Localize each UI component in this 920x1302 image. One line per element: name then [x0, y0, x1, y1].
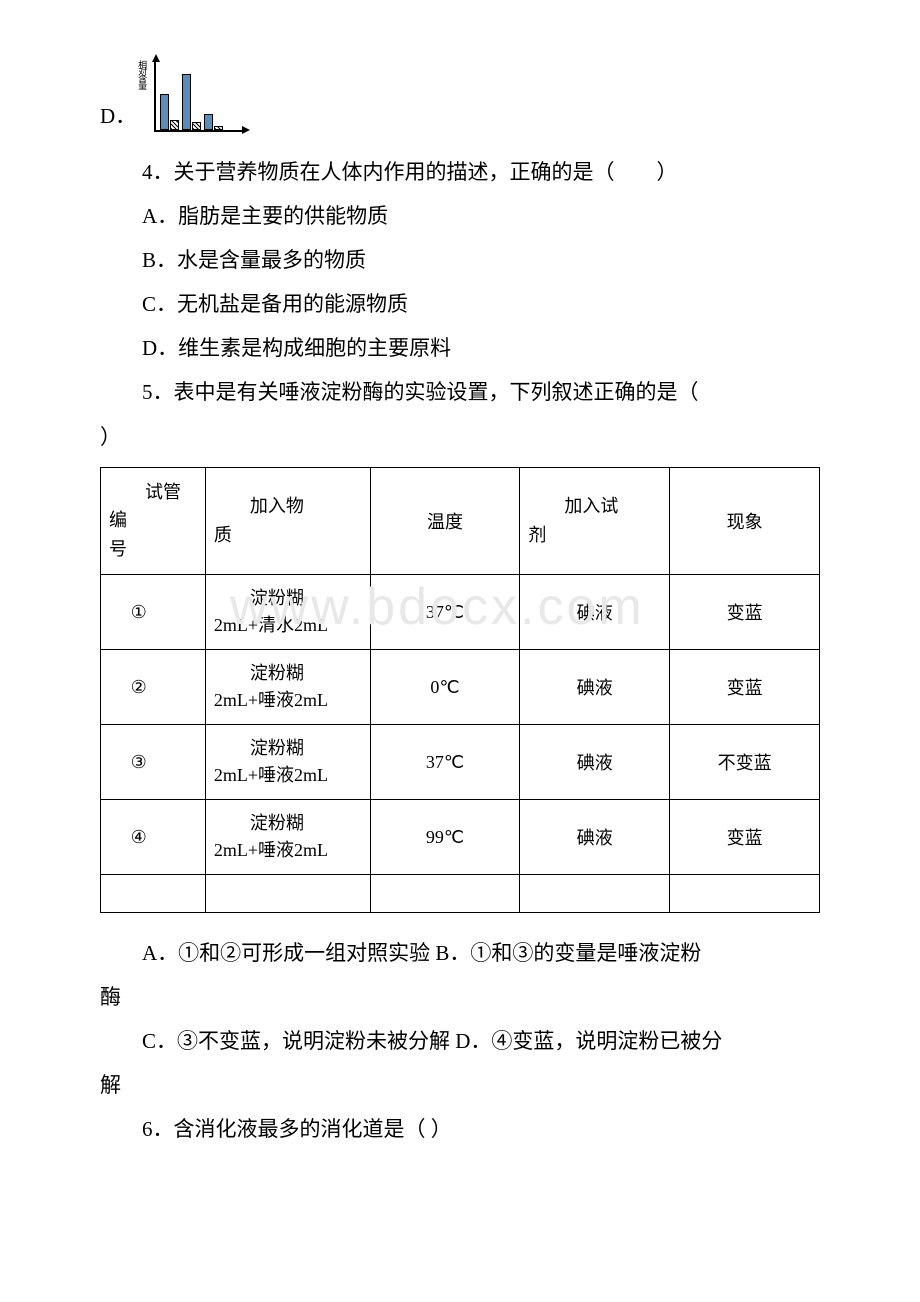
q5-opt-cd: C．③不变蓝，说明淀粉未被分解 D．④变蓝，说明淀粉已被分: [100, 1019, 820, 1063]
q5-opt-ab: A．①和②可形成一组对照实验 B．①和③的变量是唾液淀粉: [100, 931, 820, 975]
cell-mat-3: 淀粉糊2mL+唾液2mL: [205, 725, 370, 800]
bar-fill-1: [160, 94, 169, 130]
cell-num-4: ④: [101, 800, 206, 875]
table-empty-row: [101, 875, 820, 913]
cell-mat-2: 淀粉糊2mL+唾液2mL: [205, 650, 370, 725]
hdr-num: 试管编号: [101, 467, 206, 574]
cell-phen-4: 变蓝: [670, 800, 820, 875]
cell-temp-2: 0℃: [370, 650, 520, 725]
cell-mat-4: 淀粉糊2mL+唾液2mL: [205, 800, 370, 875]
option-d-row: D． 相对含量: [100, 60, 820, 132]
q5-stem-line1: 5．表中是有关唾液淀粉酶的实验设置，下列叙述正确的是（: [100, 370, 820, 414]
hdr-phen: 现象: [670, 467, 820, 574]
chart-ylabel: 相对含量: [136, 60, 149, 88]
bar-pair-1: [160, 94, 179, 130]
cell-temp-4: 99℃: [370, 800, 520, 875]
cell-reag-4: 碘液: [520, 800, 670, 875]
cell-reag-2: 碘液: [520, 650, 670, 725]
cell-temp-1: 37℃: [370, 575, 520, 650]
cell-mat-1: 淀粉糊2mL+清水2mL: [205, 575, 370, 650]
mini-bar-chart: 相对含量: [154, 60, 244, 132]
bar-pair-2: [182, 74, 201, 130]
table-row: ① 淀粉糊2mL+清水2mL 37℃ 碘液 变蓝: [101, 575, 820, 650]
bar-pair-3: [204, 114, 223, 130]
cell-num-2: ②: [101, 650, 206, 725]
q6-stem: 6．含消化液最多的消化道是（ ）: [100, 1107, 820, 1151]
q4-optC: C．无机盐是备用的能源物质: [100, 282, 820, 326]
q4-stem: 4．关于营养物质在人体内作用的描述，正确的是（ ）: [100, 150, 820, 194]
table-row: ② 淀粉糊2mL+唾液2mL 0℃ 碘液 变蓝: [101, 650, 820, 725]
bar-fill-3: [204, 114, 213, 130]
hdr-reag: 加入试剂: [520, 467, 670, 574]
q5-opt-cd-tail: 解: [100, 1063, 820, 1107]
cell-num-1: ①: [101, 575, 206, 650]
table-row: ③ 淀粉糊2mL+唾液2mL 37℃ 碘液 不变蓝: [101, 725, 820, 800]
cell-reag-1: 碘液: [520, 575, 670, 650]
table-wrap: 试管编号 加入物质 温度 加入试剂 现象 ① 淀粉糊2mL+清水2mL 37℃ …: [100, 467, 820, 913]
cell-num-3: ③: [101, 725, 206, 800]
table-row: ④ 淀粉糊2mL+唾液2mL 99℃ 碘液 变蓝: [101, 800, 820, 875]
q5-stem-line2: ）: [100, 415, 820, 459]
hdr-temp: 温度: [370, 467, 520, 574]
hdr-mat: 加入物质: [205, 467, 370, 574]
bar-hatch-2: [192, 122, 201, 130]
cell-temp-3: 37℃: [370, 725, 520, 800]
q4-optA: A．脂肪是主要的供能物质: [100, 194, 820, 238]
table-header-row: 试管编号 加入物质 温度 加入试剂 现象: [101, 467, 820, 574]
cell-phen-2: 变蓝: [670, 650, 820, 725]
cell-phen-3: 不变蓝: [670, 725, 820, 800]
q4-optB: B．水是含量最多的物质: [100, 238, 820, 282]
q4-optD: D．维生素是构成细胞的主要原料: [100, 326, 820, 370]
bar-hatch-3: [214, 126, 223, 130]
cell-phen-1: 变蓝: [670, 575, 820, 650]
cell-reag-3: 碘液: [520, 725, 670, 800]
q5-opt-ab-tail: 酶: [100, 975, 820, 1019]
bar-fill-2: [182, 74, 191, 130]
bar-hatch-1: [170, 120, 179, 130]
option-d-label: D．: [100, 100, 136, 132]
experiment-table: 试管编号 加入物质 温度 加入试剂 现象 ① 淀粉糊2mL+清水2mL 37℃ …: [100, 467, 820, 913]
